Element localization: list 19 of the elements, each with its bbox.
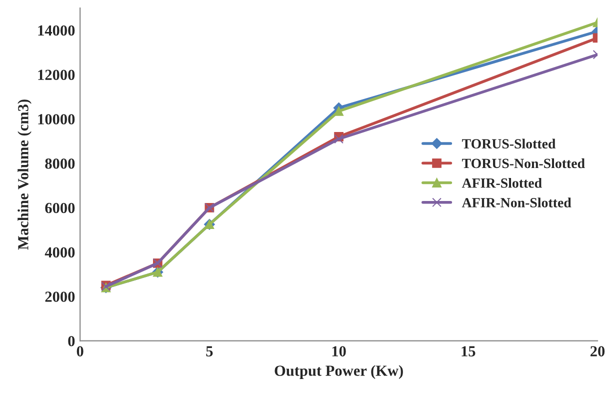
y-axis-title: Machine Volume (cm3)	[18, 100, 32, 250]
y-tick-label: 10000	[38, 114, 75, 124]
legend-label: TORUS-Slotted	[462, 138, 556, 149]
x-tick-label: 15	[462, 346, 476, 356]
y-tick-label: 2000	[45, 292, 75, 302]
y-tick-label: 6000	[45, 202, 75, 214]
legend-label: AFIR-Non-Slotted	[462, 198, 572, 208]
legend-label: TORUS-Non-Slotted	[462, 158, 585, 168]
x-tick-label: 5	[206, 346, 213, 356]
y-tick-label: 14000	[38, 25, 75, 36]
x-axis-title: Output Power (Kw)	[274, 365, 403, 379]
y-tick-label: 12000	[38, 70, 75, 80]
x-tick-label: 20	[590, 346, 605, 356]
y-tick-label: 0	[68, 336, 75, 346]
x-tick-label: 10	[332, 346, 346, 356]
y-tick-label: 4000	[44, 247, 75, 258]
x-tick-label: 0	[76, 346, 84, 356]
y-tick-label: 8000	[45, 158, 75, 169]
legend-label: AFIR-Slotted	[462, 178, 542, 188]
